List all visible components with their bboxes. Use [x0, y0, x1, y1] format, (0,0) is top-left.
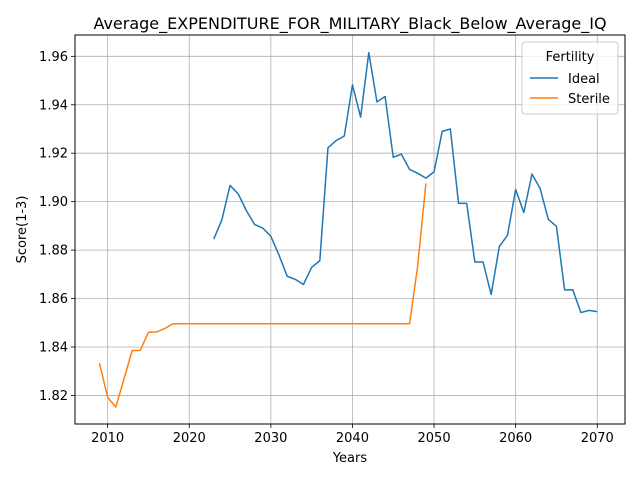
x-tick-label: 2070	[581, 431, 614, 446]
x-tick-label: 2010	[91, 431, 124, 446]
y-tick-label: 1.88	[39, 244, 68, 259]
legend: Fertility Ideal Sterile	[521, 41, 619, 115]
x-axis-ticks: 2010 2020 2030 2040 2050 2060 2070	[91, 424, 614, 446]
x-tick-label: 2040	[336, 431, 369, 446]
series-line-ideal	[213, 51, 598, 314]
y-tick-label: 1.94	[39, 98, 68, 113]
y-tick-label: 1.82	[39, 389, 68, 404]
series-lines	[98, 51, 598, 408]
y-axis-ticks: 1.82 1.84 1.86 1.88 1.90 1.92 1.94 1.96	[39, 50, 75, 404]
y-tick-label: 1.96	[39, 50, 68, 65]
y-tick-label: 1.92	[39, 147, 68, 162]
legend-box	[521, 41, 619, 115]
series-line-sterile	[98, 183, 427, 408]
plot-frame	[74, 34, 626, 425]
legend-title: Fertility	[546, 50, 595, 65]
legend-label-ideal: Ideal	[568, 72, 600, 87]
y-tick-label: 1.84	[39, 340, 68, 355]
x-tick-label: 2020	[173, 431, 206, 446]
x-axis-label: Years	[332, 451, 368, 466]
y-axis-label: Score(1-3)	[15, 196, 30, 264]
x-tick-label: 2060	[499, 431, 532, 446]
legend-label-sterile: Sterile	[568, 92, 610, 107]
x-tick-label: 2030	[254, 431, 287, 446]
chart-title: Average_EXPENDITURE_FOR_MILITARY_Black_B…	[93, 14, 606, 34]
y-tick-label: 1.90	[39, 195, 68, 210]
x-tick-label: 2050	[418, 431, 451, 446]
y-tick-label: 1.86	[39, 292, 68, 307]
